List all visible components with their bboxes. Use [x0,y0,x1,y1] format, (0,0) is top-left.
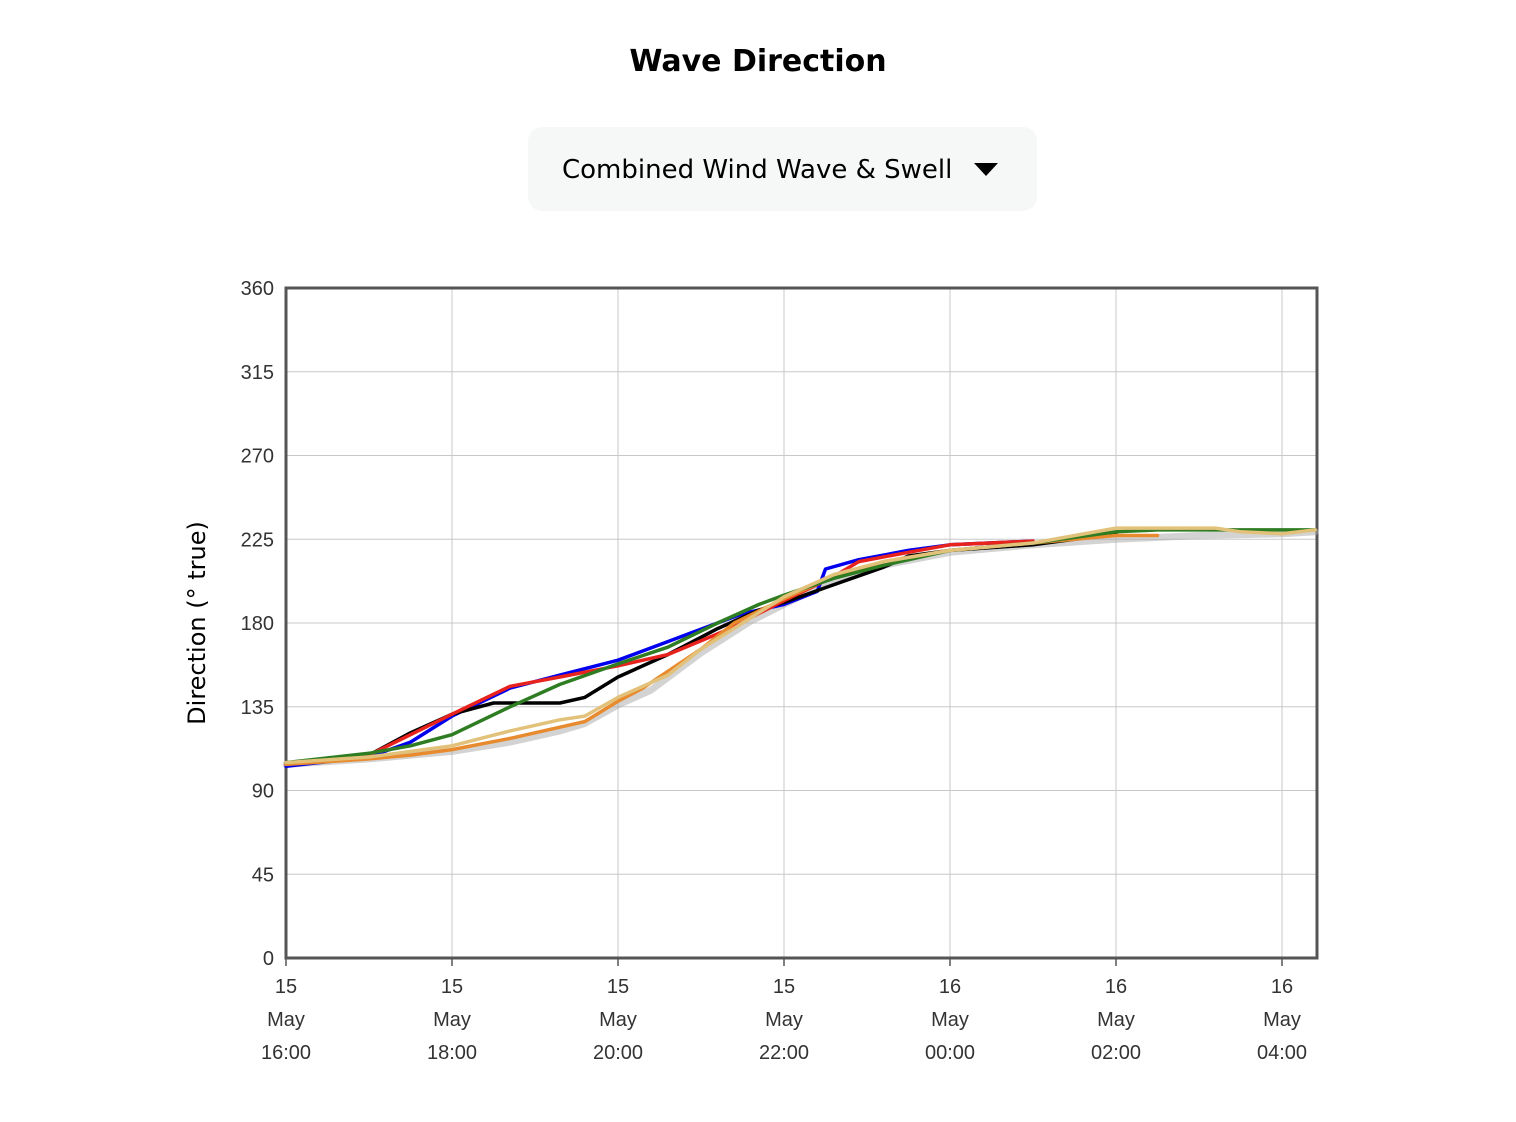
x-tick-label: 16 [939,976,961,998]
x-tick-label: May [931,1009,969,1031]
x-tick-label: 15 [441,976,463,998]
x-tick-label: 16 [1271,976,1293,998]
x-tick-label: 22:00 [759,1042,809,1064]
y-tick-label: 225 [241,529,274,551]
x-tick-label: May [1097,1009,1135,1031]
x-tick-label: 02:00 [1091,1042,1141,1064]
x-tick-label: 15 [773,976,795,998]
series-line-1 [282,528,1319,768]
chart-title: Wave Direction [629,44,887,79]
x-tick-label: 15 [275,976,297,998]
x-tick-label: May [1263,1009,1301,1031]
series-line-6 [284,528,1317,765]
wave-type-dropdown[interactable]: Combined Wind Wave & Swell [528,127,1037,211]
y-tick-label: 180 [241,613,274,635]
y-tick-label: 315 [241,362,274,384]
series-line-7 [284,526,1317,765]
x-tick-label: May [433,1009,471,1031]
series-line-2 [284,539,1035,769]
y-tick-label: 135 [241,697,274,719]
y-tick-label: 90 [252,781,274,803]
plot-frame [284,286,1319,960]
x-tick-label: 20:00 [593,1042,643,1064]
x-tick-label: 15 [607,976,629,998]
caret-down-icon [974,163,998,176]
y-tick-label: 0 [263,948,274,970]
x-tick-label: 00:00 [925,1042,975,1064]
x-tick-label: May [765,1009,803,1031]
y-tick-label: 270 [241,446,274,468]
x-tick-label: May [267,1009,305,1031]
x-tick-label: 16 [1105,976,1127,998]
x-tick-label: 18:00 [427,1042,477,1064]
series-line-4 [284,539,1035,767]
dropdown-selected-value: Combined Wind Wave & Swell [562,155,953,185]
y-tick-label: 45 [252,864,274,886]
x-tick-label: 16:00 [261,1042,311,1064]
x-tick-label: May [599,1009,637,1031]
x-tick-label: 04:00 [1257,1042,1307,1064]
y-tick-label: 360 [241,278,274,300]
y-axis-label: Direction (° true) [183,521,211,725]
